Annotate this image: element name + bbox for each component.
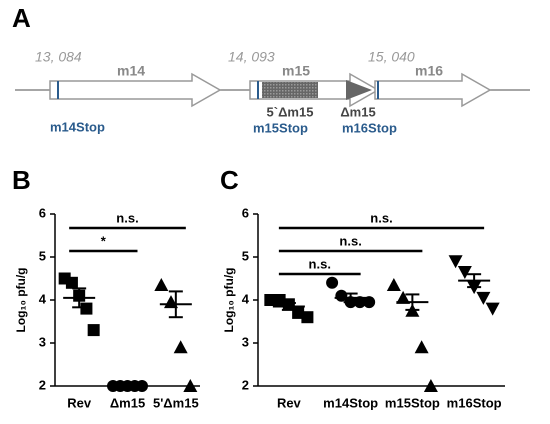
- stop-label: m15Stop: [253, 120, 308, 135]
- error-bar: [343, 292, 358, 304]
- data-point: [457, 266, 472, 280]
- y-tick-label: 3: [242, 334, 249, 349]
- panel-a: A 13, 084 14, 093 15, 040 m14 m15 m16 5`…: [12, 3, 530, 135]
- y-tick-label: 4: [39, 291, 47, 306]
- data-point: [448, 255, 463, 269]
- y-axis-label: Log₁₀ pfu/g: [222, 267, 236, 332]
- gene-arrow: [49, 72, 222, 108]
- y-tick-label: 2: [39, 377, 46, 392]
- gene-label: m16: [415, 63, 443, 79]
- error-bar: [405, 293, 420, 311]
- stop-label: m16Stop: [342, 120, 397, 135]
- data-point: [183, 379, 198, 392]
- data-point: [80, 302, 93, 315]
- data-point: [65, 276, 78, 289]
- data-point: [485, 302, 500, 316]
- deletion-label: 5`Δm15: [267, 104, 314, 119]
- gene-arrow: [374, 72, 492, 108]
- x-tick-label: m14Stop: [323, 395, 378, 410]
- error-bar: [281, 302, 296, 311]
- x-tick-label: m16Stop: [447, 395, 502, 410]
- error-bar: [72, 287, 87, 309]
- data-point: [173, 340, 188, 354]
- data-point: [363, 296, 376, 309]
- comparison-label: *: [101, 233, 107, 248]
- coordinate: 13, 084: [35, 49, 82, 65]
- x-tick-label: Rev: [67, 395, 92, 410]
- y-tick-label: 6: [39, 205, 46, 220]
- deletion-region: [262, 82, 318, 98]
- y-tick-label: 4: [242, 291, 250, 306]
- y-tick-label: 5: [39, 248, 46, 263]
- data-point: [414, 340, 429, 354]
- stop-label: m14Stop: [50, 119, 105, 134]
- data-point: [396, 290, 411, 304]
- x-tick-label: Δm15: [110, 395, 145, 410]
- data-point: [353, 296, 366, 309]
- comparison-label: n.s.: [339, 233, 361, 248]
- x-tick-label: Rev: [277, 395, 302, 410]
- coordinate: 15, 040: [368, 49, 415, 65]
- y-tick-label: 2: [242, 377, 249, 392]
- gene-label: m15: [282, 63, 310, 79]
- gene-label: m14: [117, 63, 145, 79]
- coordinate: 14, 093: [228, 49, 275, 65]
- panel-label: C: [220, 165, 239, 195]
- y-axis-label: Log₁₀ pfu/g: [14, 267, 28, 332]
- y-tick-label: 5: [242, 248, 249, 263]
- y-tick-label: 6: [242, 205, 249, 220]
- panel-label: A: [12, 3, 31, 33]
- x-tick-label: 5'Δm15: [153, 395, 199, 410]
- data-point: [326, 276, 339, 289]
- y-tick-label: 3: [39, 334, 46, 349]
- comparison-label: n.s.: [309, 256, 331, 271]
- comparison-label: n.s.: [370, 210, 392, 225]
- data-point: [476, 291, 491, 305]
- comparison-label: n.s.: [116, 210, 138, 225]
- deletion-region: [346, 80, 372, 100]
- error-bar: [168, 290, 183, 319]
- data-point: [386, 277, 401, 291]
- error-bar: [467, 273, 482, 289]
- data-point: [423, 379, 438, 392]
- panel-label: B: [12, 165, 31, 195]
- data-point: [87, 324, 100, 337]
- x-tick-label: m15Stop: [385, 395, 440, 410]
- deletion-label: Δm15: [340, 104, 375, 119]
- data-point: [264, 294, 277, 306]
- data-point: [301, 311, 314, 324]
- data-point: [154, 277, 169, 291]
